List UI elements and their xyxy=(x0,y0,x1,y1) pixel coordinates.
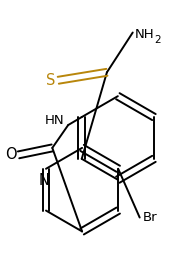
Text: O: O xyxy=(5,147,17,162)
Text: HN: HN xyxy=(45,114,64,126)
Text: N: N xyxy=(39,173,49,188)
Text: NH: NH xyxy=(135,28,154,41)
Text: S: S xyxy=(46,73,55,88)
Text: 2: 2 xyxy=(155,36,161,45)
Text: Br: Br xyxy=(143,211,157,224)
